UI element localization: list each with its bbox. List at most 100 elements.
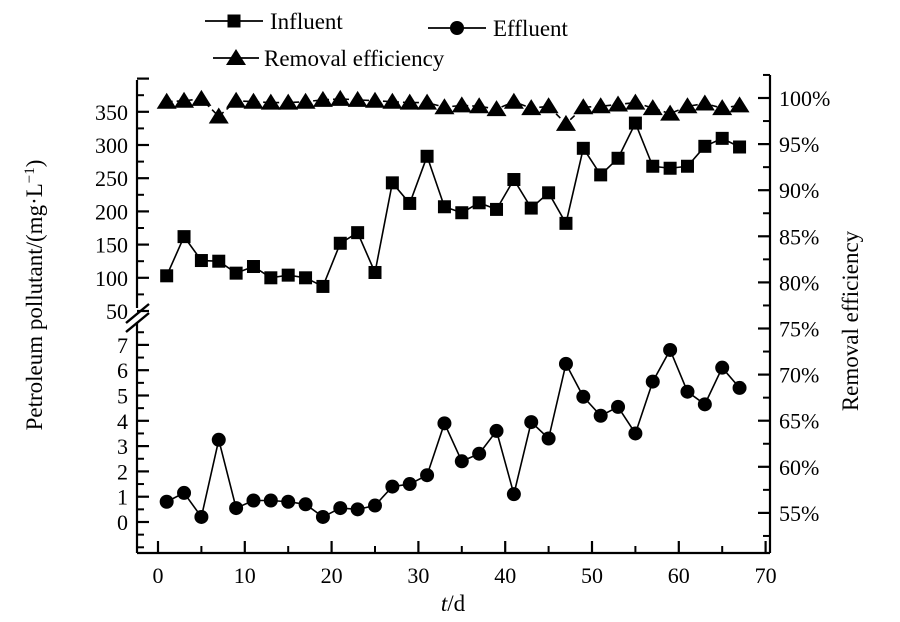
effluent-marker (437, 416, 452, 431)
removal-efficiency-marker (712, 99, 733, 116)
influent-marker (351, 226, 365, 240)
right-axis-tick-label: 100% (779, 86, 830, 111)
left-axis-title: Petroleum pollutant/(mg·L−1) (22, 160, 47, 431)
influent-marker (437, 200, 451, 214)
right-axis-tick-label: 80% (779, 270, 819, 295)
influent-marker (524, 201, 538, 215)
right-axis-title: Removal efficiency (838, 230, 863, 411)
effluent-marker (420, 468, 435, 483)
left-axis-tick-label: 6 (117, 358, 128, 383)
effluent-marker (558, 356, 573, 371)
effluent-marker (263, 493, 278, 508)
removal-efficiency-marker (660, 104, 681, 121)
x-axis-tick-label: 60 (668, 563, 690, 588)
removal-efficiency-marker (330, 89, 351, 106)
effluent-marker (402, 477, 417, 492)
legend-item-removal-efficiency: Removal efficiency (213, 46, 445, 71)
removal-efficiency-marker (555, 114, 576, 131)
series-effluent (159, 342, 747, 524)
influent-marker (646, 159, 660, 173)
removal-efficiency-marker (538, 97, 559, 114)
x-axis-tick-label: 10 (234, 563, 256, 588)
left-axis-tick-label: 4 (117, 409, 128, 434)
effluent-marker (177, 485, 192, 500)
effluent-marker (611, 399, 626, 414)
effluent-marker (229, 501, 244, 516)
influent-marker (212, 254, 226, 268)
effluent-marker (628, 426, 643, 441)
right-axis-tick-label: 65% (779, 409, 819, 434)
removal-efficiency-marker (382, 92, 403, 109)
influent-line (165, 121, 740, 288)
influent-marker (194, 254, 208, 268)
left-axis-tick-label: 100 (95, 266, 128, 291)
effluent-marker (385, 479, 400, 494)
x-axis-tick-label: 20 (321, 563, 343, 588)
influent-marker (455, 206, 469, 220)
removal-efficiency-marker (278, 93, 299, 110)
removal-efficiency-marker (365, 91, 385, 108)
removal-efficiency-marker (347, 90, 368, 107)
removal-efficiency-marker (399, 93, 420, 110)
removal-efficiency-marker (469, 97, 490, 114)
legend-influent-marker-icon (227, 14, 241, 28)
effluent-marker (298, 497, 313, 512)
influent-marker (333, 236, 347, 250)
legend-item-effluent: Effluent (428, 16, 569, 41)
legend-effluent-marker-icon (450, 21, 464, 35)
effluent-marker (697, 397, 712, 412)
influent-marker (160, 269, 174, 283)
right-axis-tick-label: 85% (779, 224, 819, 249)
influent-marker (611, 151, 625, 165)
x-axis-tick-label: 40 (494, 563, 516, 588)
x-axis-tick-label: 0 (153, 563, 164, 588)
left-axis-tick-label: 200 (95, 199, 128, 224)
left-axis-tick-label: 3 (117, 434, 128, 459)
legend-item-influent: Influent (205, 9, 343, 34)
effluent-marker (368, 498, 382, 513)
removal-efficiency-marker (590, 97, 611, 114)
effluent-marker (680, 384, 695, 399)
removal-efficiency-marker (486, 100, 507, 117)
effluent-marker (333, 501, 348, 516)
removal-efficiency-marker (608, 95, 629, 112)
effluent-marker (715, 360, 730, 375)
removal-efficiency-marker (312, 90, 333, 107)
legend-label: Effluent (493, 16, 569, 41)
influent-marker (281, 268, 295, 282)
influent-marker (733, 140, 747, 154)
removal-efficiency-marker (417, 93, 438, 110)
effluent-marker (506, 487, 521, 502)
influent-marker (576, 141, 590, 155)
left-axis-tick-label: 150 (95, 233, 128, 258)
x-axis-tick-label: 70 (755, 563, 777, 588)
influent-marker (403, 196, 417, 210)
effluent-marker (194, 509, 209, 524)
left-axis-tick-label: 350 (95, 100, 128, 125)
effluent-line (166, 348, 741, 519)
legend: Influent Effluent Removal efficiency (205, 9, 569, 71)
left-axis-tick-label: 250 (95, 166, 128, 191)
influent-marker (420, 149, 434, 163)
influent-marker (299, 271, 313, 285)
effluent-marker (576, 389, 591, 404)
series-removal-efficiency (156, 89, 750, 131)
x-axis-tick-label: 30 (407, 563, 429, 588)
left-axis-tick-label: 50 (106, 299, 128, 324)
removal-efficiency-marker (243, 92, 264, 109)
removal-efficiency-marker (226, 91, 247, 108)
left-axis-tick-label: 0 (117, 510, 128, 535)
x-axis-title: t/d (441, 591, 466, 616)
effluent-marker (732, 380, 747, 395)
influent-marker (628, 116, 642, 130)
removal-efficiency-line (166, 98, 740, 125)
influent-marker (507, 173, 521, 187)
removal-efficiency-marker (642, 99, 663, 116)
effluent-marker (645, 374, 660, 389)
effluent-marker (454, 454, 469, 469)
influent-marker (385, 176, 399, 190)
effluent-marker (315, 509, 330, 524)
influent-marker (680, 159, 694, 173)
left-axis-tick-label: 5 (117, 384, 128, 409)
